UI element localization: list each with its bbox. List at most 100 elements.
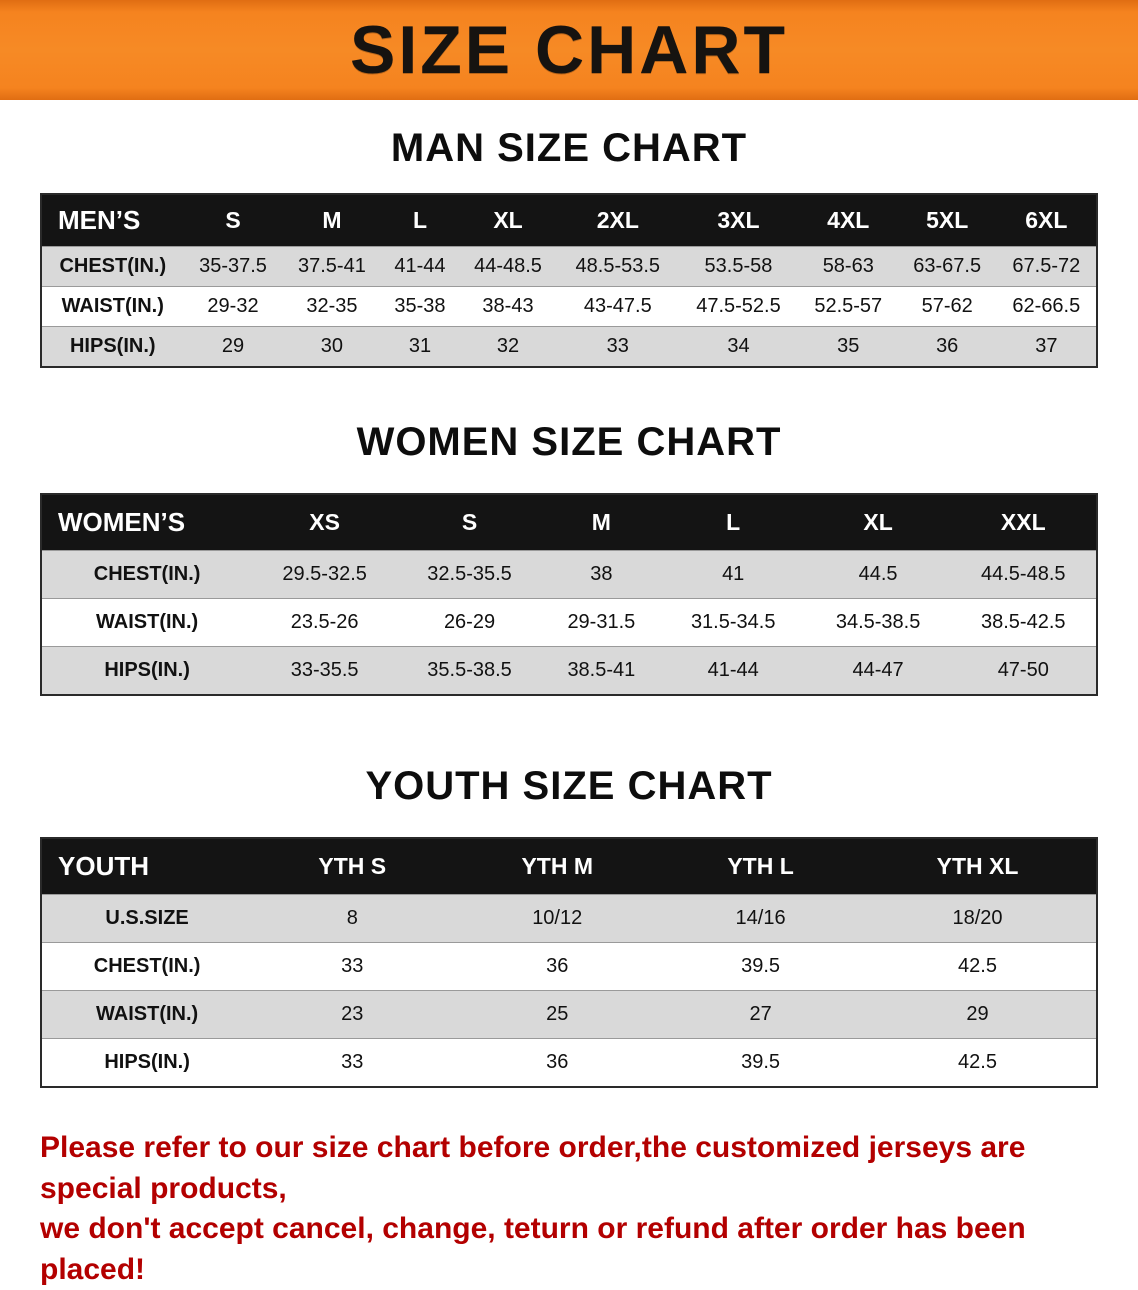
cell-value: 36 [452,942,663,991]
size-column-header: S [461,509,478,535]
size-column-header: L [412,207,427,233]
table-header-row: WOMEN’S XS S M L XL XXL [41,494,1097,551]
size-column-header: YTH L [727,853,794,879]
cell-value: 62-66.5 [996,286,1097,327]
size-column-header: 4XL [827,207,870,233]
cell-value: 63-67.5 [897,246,997,287]
cell-value: 52.5-57 [798,286,898,327]
table-row: U.S.SIZE 8 10/12 14/16 18/20 [41,894,1097,943]
cell-value: 29 [859,990,1097,1039]
row-label: CHEST(IN.) [41,942,253,991]
cell-value: 31.5-34.5 [660,598,806,647]
women-section-title: WOMEN SIZE CHART [356,420,782,464]
row-label: WAIST(IN.) [41,990,253,1039]
cell-value: 14/16 [662,894,860,943]
size-column-header: 5XL [926,207,969,233]
size-column-header: YTH S [318,853,387,879]
table-header-row: MEN’S S M L XL 2XL 3XL 4XL 5XL 6XL [41,194,1097,247]
cell-value: 29-32 [183,286,283,327]
top-banner: SIZE CHART [0,0,1138,100]
table-corner-label: YOUTH [58,851,149,881]
row-label: U.S.SIZE [41,894,253,943]
cell-value: 29-31.5 [541,598,661,647]
table-row: CHEST(IN.) 29.5-32.5 32.5-35.5 38 41 44.5 44.5… [41,550,1097,599]
cell-value: 34.5-38.5 [805,598,951,647]
cell-value: 53.5-58 [678,246,799,287]
cell-value: 38 [541,550,661,599]
disclaimer-text: Please refer to our size chart before or… [40,1128,1098,1290]
size-column-header: XS [309,509,340,535]
size-column-header: M [322,207,342,233]
cell-value: 44-48.5 [458,246,558,287]
cell-value: 42.5 [859,942,1097,991]
men-size-section: MAN SIZE CHART MEN’S S M L XL 2XL 3XL 4XL 5XL 6XL… [0,126,1138,368]
size-column-header: M [591,509,611,535]
table-row: HIPS(IN.) 33-35.5 35.5-38.5 38.5-41 41-44 44-… [41,646,1097,695]
table-row: WAIST(IN.) 23 25 27 29 [41,990,1097,1039]
cell-value: 43-47.5 [557,286,679,327]
cell-value: 35 [798,326,898,367]
men-size-table: MEN’S S M L XL 2XL 3XL 4XL 5XL 6XL CHEST(IN.) 35-37… [40,193,1098,368]
table-row: HIPS(IN.) 33 36 39.5 42.5 [41,1038,1097,1087]
size-column-header: S [225,207,241,233]
cell-value: 8 [252,894,453,943]
size-column-header: 3XL [717,207,760,233]
cell-value: 33 [557,326,679,367]
disclaimer-line-1: Please refer to our size chart before or… [40,1131,1026,1205]
cell-value: 44.5 [805,550,951,599]
cell-value: 32-35 [282,286,382,327]
cell-value: 35-37.5 [183,246,283,287]
cell-value: 39.5 [662,942,860,991]
cell-value: 35.5-38.5 [397,646,542,695]
cell-value: 38.5-41 [541,646,661,695]
cell-value: 36 [897,326,997,367]
disclaimer-line-2: we don't accept cancel, change, teturn o… [40,1212,1026,1286]
cell-value: 10/12 [452,894,663,943]
banner-title: SIZE CHART [350,12,788,88]
cell-value: 48.5-53.5 [557,246,679,287]
cell-value: 26-29 [397,598,542,647]
size-column-header: YTH M [521,853,593,879]
cell-value: 31 [381,326,459,367]
cell-value: 29.5-32.5 [252,550,398,599]
women-size-table: WOMEN’S XS S M L XL XXL CHEST(IN.) 29.5-32.5 32.5… [40,493,1098,696]
cell-value: 29 [183,326,283,367]
cell-value: 41 [660,550,806,599]
size-column-header: XL [493,207,523,233]
size-column-header: XL [863,509,893,535]
size-column-header: L [726,509,741,535]
size-column-header: 6XL [1025,207,1068,233]
cell-value: 37 [996,326,1097,367]
table-row: CHEST(IN.) 35-37.5 37.5-41 41-44 44-48.5 48.5… [41,246,1097,287]
table-header-row: YOUTH YTH S YTH M YTH L YTH XL [41,838,1097,895]
table-corner-label: WOMEN’S [58,507,186,537]
row-label: HIPS(IN.) [41,1038,253,1087]
table-row: CHEST(IN.) 33 36 39.5 42.5 [41,942,1097,991]
cell-value: 37.5-41 [282,246,382,287]
row-label: WAIST(IN.) [41,286,184,327]
cell-value: 38-43 [458,286,558,327]
women-size-section: WOMEN SIZE CHART WOMEN’S XS S M L XL XXL CHEST(… [0,420,1138,696]
cell-value: 32.5-35.5 [397,550,542,599]
row-label: WAIST(IN.) [41,598,253,647]
table-row: WAIST(IN.) 23.5-26 26-29 29-31.5 31.5-34.5 34… [41,598,1097,647]
cell-value: 30 [282,326,382,367]
cell-value: 39.5 [662,1038,860,1087]
men-section-title: MAN SIZE CHART [390,126,748,170]
cell-value: 32 [458,326,558,367]
row-label: CHEST(IN.) [41,550,253,599]
cell-value: 18/20 [859,894,1097,943]
youth-size-section: YOUTH SIZE CHART YOUTH YTH S YTH M YTH L YTH… [0,764,1138,1088]
cell-value: 67.5-72 [996,246,1097,287]
cell-value: 33 [252,942,453,991]
cell-value: 33 [252,1038,453,1087]
cell-value: 42.5 [859,1038,1097,1087]
cell-value: 47-50 [950,646,1097,695]
cell-value: 27 [662,990,860,1039]
cell-value: 38.5-42.5 [950,598,1097,647]
cell-value: 23.5-26 [252,598,398,647]
cell-value: 36 [452,1038,663,1087]
row-label: HIPS(IN.) [41,326,184,367]
youth-section-title: YOUTH SIZE CHART [365,764,773,808]
cell-value: 25 [452,990,663,1039]
